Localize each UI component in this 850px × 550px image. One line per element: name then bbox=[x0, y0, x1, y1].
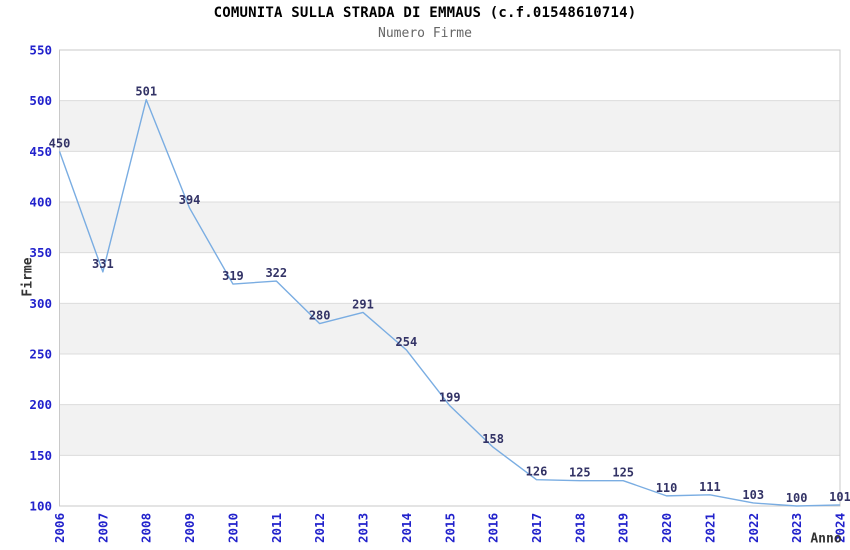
data-point-label: 291 bbox=[352, 297, 374, 311]
data-point-label: 322 bbox=[265, 266, 287, 280]
x-tick-label: 2010 bbox=[225, 513, 240, 543]
x-tick-label: 2011 bbox=[269, 513, 284, 543]
x-tick-label: 2014 bbox=[399, 513, 414, 543]
x-tick-label: 2007 bbox=[95, 513, 110, 543]
data-point-label: 501 bbox=[135, 85, 157, 99]
data-point-label: 111 bbox=[699, 480, 721, 494]
data-point-label: 319 bbox=[222, 269, 244, 283]
data-point-label: 125 bbox=[569, 466, 591, 480]
data-point-label: 126 bbox=[526, 465, 548, 479]
x-tick-label: 2016 bbox=[486, 513, 501, 543]
grid-band bbox=[59, 100, 840, 152]
x-tick-label: 2021 bbox=[702, 513, 717, 543]
plot-border bbox=[59, 49, 841, 507]
chart-subtitle: Numero Firme bbox=[378, 26, 472, 41]
data-point-label: 450 bbox=[49, 136, 71, 150]
x-tick-label: 2020 bbox=[659, 513, 674, 543]
y-tick-label: 250 bbox=[29, 347, 52, 362]
grid-band bbox=[59, 404, 840, 456]
y-tick-label: 300 bbox=[29, 296, 52, 311]
y-tick-label: 450 bbox=[29, 144, 52, 159]
chart-title: COMUNITA SULLA STRADA DI EMMAUS (c.f.015… bbox=[213, 5, 637, 21]
x-tick-label: 2013 bbox=[356, 513, 371, 543]
data-point-label: 394 bbox=[179, 193, 201, 207]
y-tick-label: 500 bbox=[29, 93, 52, 108]
data-line bbox=[58, 98, 841, 507]
y-tick-label: 400 bbox=[29, 195, 52, 210]
data-point-label: 254 bbox=[396, 335, 418, 349]
x-axis-title: Anno bbox=[810, 531, 842, 547]
x-tick-label: 2012 bbox=[312, 513, 327, 543]
x-tick-label: 2008 bbox=[139, 513, 154, 543]
y-tick-label: 200 bbox=[29, 397, 52, 412]
x-tick-label: 2023 bbox=[789, 513, 804, 543]
x-tick-label: 2017 bbox=[529, 513, 544, 543]
x-tick-label: 2022 bbox=[746, 513, 761, 543]
x-tick-label: 2006 bbox=[52, 513, 67, 543]
x-tick-label: 2015 bbox=[442, 513, 457, 543]
x-tick-label: 2009 bbox=[182, 513, 197, 543]
data-point-label: 199 bbox=[439, 391, 461, 405]
data-point-label: 103 bbox=[742, 488, 764, 502]
data-point-label: 125 bbox=[612, 466, 634, 480]
data-point-label: 280 bbox=[309, 309, 331, 323]
data-point-label: 101 bbox=[829, 490, 850, 504]
x-tick-label: 2019 bbox=[616, 513, 631, 543]
y-tick-label: 150 bbox=[29, 448, 52, 463]
data-point-label: 331 bbox=[92, 257, 114, 271]
x-tick-label: 2018 bbox=[572, 513, 587, 543]
data-point-label: 110 bbox=[656, 481, 678, 495]
y-tick-label: 350 bbox=[29, 245, 52, 260]
y-tick-label: 550 bbox=[29, 43, 52, 58]
y-tick-label: 100 bbox=[29, 499, 52, 514]
x-tick-label: 2024 bbox=[833, 513, 848, 543]
data-point-label: 158 bbox=[482, 432, 504, 446]
y-axis-title: Firme bbox=[20, 257, 36, 297]
data-point-label: 100 bbox=[786, 491, 808, 505]
grid-band bbox=[59, 303, 840, 354]
grid-band bbox=[59, 202, 840, 253]
